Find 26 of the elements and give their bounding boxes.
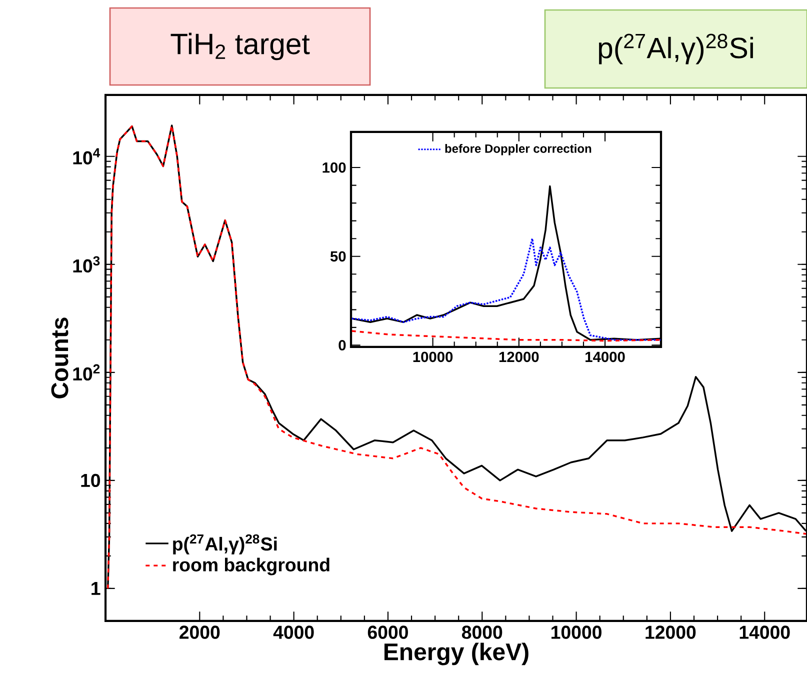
y-tick-label: 10	[81, 474, 100, 488]
y-tick-label: 50	[330, 251, 346, 262]
y-tick-label: 10$^{3}$	[73, 256, 100, 273]
x-tick-label: 2000	[180, 626, 220, 639]
y-tick-label: 0	[338, 340, 346, 350]
legend-label: p($^{27}$Al,γ)$^{28}$Si	[173, 534, 277, 554]
legend-label: room background	[173, 558, 330, 576]
legend-label: before Doppler correction	[445, 144, 592, 156]
y-tick-label: 10$^{2}$	[73, 364, 100, 381]
x-tick-label: 10000	[413, 352, 453, 362]
x-axis-title: Energy (keV)	[384, 642, 528, 666]
text: p($^{27}$Al,γ)$^{28}$Si	[598, 34, 753, 64]
x-tick-label: 10000	[552, 626, 602, 639]
x-tick-label: 8000	[462, 626, 502, 639]
y-tick-label: 1	[92, 582, 100, 595]
y-tick-label: 10$^{4}$	[73, 148, 100, 164]
x-tick-label: 14000	[586, 352, 625, 362]
x-tick-label: 12000	[646, 626, 696, 639]
y-tick-label: 100	[322, 162, 346, 173]
line-series	[351, 330, 661, 342]
x-tick-label: 4000	[273, 626, 314, 639]
x-tick-label: 6000	[368, 626, 408, 639]
y-axis-title: Counts	[51, 318, 68, 398]
x-tick-label: 12000	[499, 352, 539, 362]
x-tick-label: 14000	[740, 626, 790, 639]
text: TiH$_{2}$ target	[170, 32, 310, 60]
